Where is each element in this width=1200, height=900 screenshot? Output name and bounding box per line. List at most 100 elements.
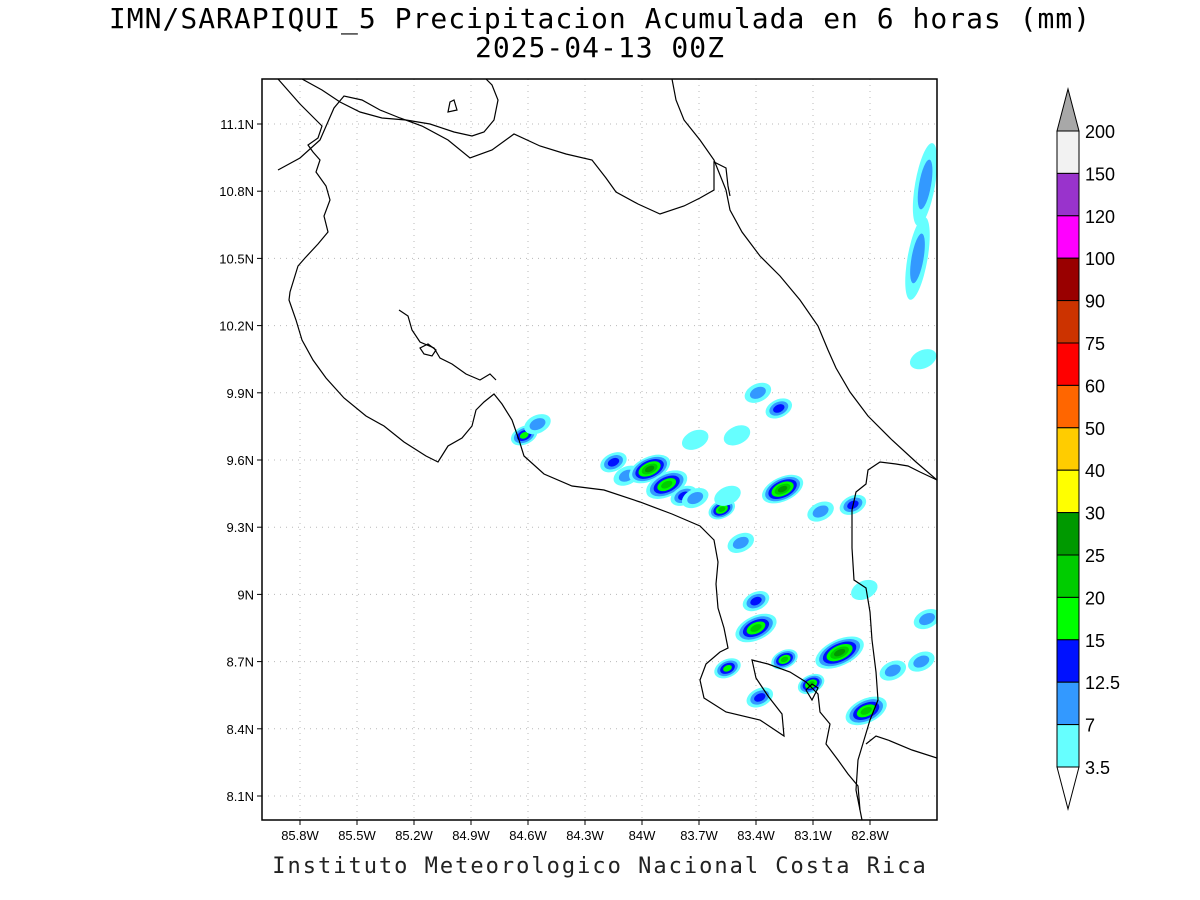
- latitude-axis: 11.1N 10.8N 10.5N 10.2N 9.9N 9.6N 9.3N 9N 8.7N 8.…: [219, 117, 262, 804]
- lat-tick-label: 10.8N: [219, 184, 254, 199]
- legend-label: 200: [1085, 122, 1115, 142]
- precip-contour-band: [913, 655, 930, 668]
- precip-cell: [723, 425, 751, 446]
- legend-label: 60: [1085, 376, 1105, 396]
- legend-label: 90: [1085, 292, 1105, 312]
- precip-cell: [714, 485, 741, 506]
- precip-cell: [771, 649, 798, 670]
- precip-contour-band: [519, 432, 529, 439]
- legend-label: 3.5: [1085, 758, 1110, 778]
- precip-contour-band: [723, 664, 732, 672]
- precip-cell: [845, 696, 887, 726]
- precipitation-field: [510, 143, 937, 726]
- legend-color-box: [1056, 469, 1080, 514]
- lon-tick-label: 84W: [629, 828, 656, 843]
- legend-label: 20: [1085, 588, 1105, 608]
- precip-contour-band: [644, 465, 655, 473]
- legend-label: 30: [1085, 504, 1105, 524]
- precip-cell: [524, 414, 551, 435]
- nicaragua-border: [277, 95, 731, 215]
- precip-cell: [815, 636, 864, 669]
- precip-cell: [909, 349, 937, 370]
- precip-cell: [681, 488, 709, 509]
- precip-contour-band: [607, 457, 620, 467]
- lat-tick-label: 9.3N: [227, 520, 254, 535]
- precip-contour-band: [909, 349, 937, 370]
- bocas-coast: [865, 735, 937, 759]
- precip-contour-band: [681, 429, 709, 450]
- legend-color-box: [1056, 384, 1080, 429]
- legend-color-box: [1056, 342, 1080, 386]
- lat-tick-label: 11.1N: [220, 117, 254, 132]
- legend-below-arrow: [1056, 766, 1080, 811]
- precip-contour-band: [661, 480, 673, 489]
- lon-tick-label: 84.9W: [452, 828, 490, 843]
- legend-color-box: [1056, 257, 1080, 302]
- precip-cell: [744, 382, 772, 403]
- precip-contour-band: [754, 693, 766, 702]
- precip-contour-band: [750, 596, 762, 606]
- caribbean-coastline: [671, 79, 937, 481]
- precip-cell: [762, 474, 804, 504]
- lon-tick-label: 83.1W: [794, 828, 832, 843]
- precip-contour-band: [834, 648, 846, 657]
- precip-cell: [912, 143, 937, 226]
- legend-label: 12.5: [1085, 673, 1120, 693]
- precip-contour-band: [919, 612, 935, 626]
- legend-color-box: [1056, 172, 1080, 217]
- panama-border: [851, 461, 937, 811]
- precip-contour-band: [732, 536, 749, 549]
- precip-contour-band: [723, 425, 751, 446]
- precip-cell: [851, 579, 878, 600]
- precip-cell: [600, 452, 627, 473]
- legend-label: 120: [1085, 207, 1115, 227]
- precip-cell: [742, 591, 770, 612]
- precip-contour-band: [773, 404, 785, 413]
- legend-color-box: [1056, 724, 1080, 768]
- legend-label: 50: [1085, 419, 1105, 439]
- lon-tick-label: 83.7W: [680, 828, 718, 843]
- precip-contour-band: [718, 506, 726, 513]
- map-title: IMN/SARAPIQUI_5 Precipitacion Acumulada …: [108, 2, 1092, 35]
- legend-label: 150: [1085, 164, 1115, 184]
- precip-contour-band: [851, 579, 878, 600]
- precip-cell: [727, 532, 755, 553]
- legend-label: 40: [1085, 461, 1105, 481]
- legend-label: 7: [1085, 716, 1095, 736]
- precip-cell: [913, 608, 937, 630]
- gulf-island: [419, 343, 437, 357]
- lat-tick-label: 8.4N: [227, 722, 254, 737]
- legend-label: 25: [1085, 546, 1105, 566]
- precip-cell: [879, 660, 907, 681]
- precip-contour-band: [750, 624, 762, 632]
- legend-label: 100: [1085, 249, 1115, 269]
- lat-tick-label: 9N: [237, 587, 254, 602]
- precip-cell: [807, 501, 834, 522]
- legend-color-box: [1056, 554, 1080, 598]
- lat-tick-label: 8.1N: [227, 789, 254, 804]
- precip-contour-band: [812, 505, 829, 518]
- pacific-coastline: [277, 79, 863, 820]
- graticule-grid: [262, 79, 937, 820]
- legend-label: 75: [1085, 334, 1105, 354]
- legend-color-box: [1056, 215, 1080, 259]
- legend-color-box: [1056, 130, 1080, 174]
- precipitation-colorbar: 200 150 120 100 90 75 60 50 40 30 25 20 15 12.5 7 3.5: [1056, 87, 1120, 811]
- precip-cell: [905, 217, 930, 300]
- precip-contour-band: [529, 418, 546, 431]
- precip-contour-band: [777, 485, 788, 493]
- legend-color-box: [1056, 639, 1080, 683]
- lat-tick-label: 8.7N: [227, 655, 254, 670]
- precip-contour-band: [687, 492, 704, 505]
- map-frame: [261, 78, 938, 821]
- precip-cell: [765, 398, 793, 419]
- precip-cell: [746, 687, 774, 708]
- precip-contour-band: [910, 233, 925, 284]
- lon-tick-label: 84.3W: [566, 828, 604, 843]
- precip-contour-band: [860, 706, 872, 715]
- precip-contour-band: [780, 656, 789, 663]
- lon-tick-label: 85.2W: [395, 828, 433, 843]
- legend-color-box: [1056, 681, 1080, 726]
- precip-cell: [646, 470, 688, 499]
